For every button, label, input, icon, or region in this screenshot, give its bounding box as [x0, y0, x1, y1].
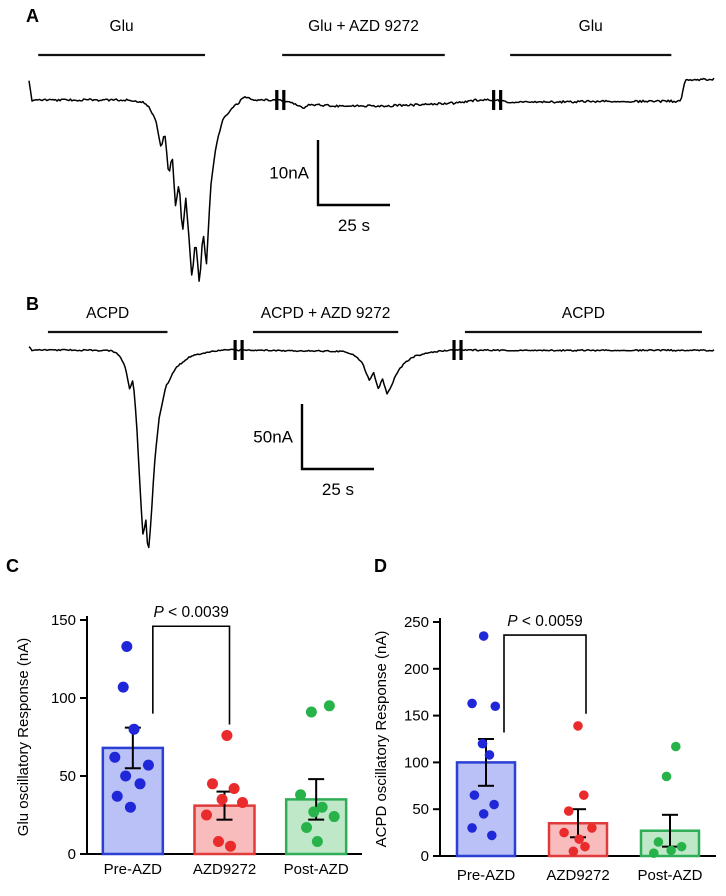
svg-text:50: 50 — [59, 768, 76, 785]
svg-text:Post-AZD: Post-AZD — [284, 861, 349, 878]
svg-text:200: 200 — [404, 661, 429, 678]
panel-d-label: D — [374, 556, 387, 576]
svg-text:AZD9272: AZD9272 — [193, 861, 256, 878]
svg-text:100: 100 — [404, 754, 429, 771]
svg-text:25 s: 25 s — [338, 216, 370, 235]
svg-text:ACPD: ACPD — [562, 305, 605, 322]
svg-text:ACPD oscillatory Response (nA): ACPD oscillatory Response (nA) — [373, 631, 390, 848]
svg-text:0: 0 — [421, 848, 429, 865]
svg-text:250: 250 — [404, 614, 429, 631]
panel-a-glu-trace: Glu Glu + AZD 9272 Glu 10nA 25 s — [28, 18, 715, 282]
svg-text:50: 50 — [412, 801, 429, 818]
panel-b-acpd-trace: ACPD ACPD + AZD 9272 ACPD 50nA 25 s — [28, 305, 715, 549]
svg-text:AZD9272: AZD9272 — [546, 867, 609, 884]
svg-text:P < 0.0059: P < 0.0059 — [507, 613, 582, 630]
svg-text:25 s: 25 s — [322, 480, 354, 499]
svg-text:ACPD: ACPD — [86, 305, 129, 322]
svg-text:Pre-AZD: Pre-AZD — [457, 867, 516, 884]
panel-b-label: B — [26, 294, 39, 314]
panel-d-acpd-bar-chart: 0 50 100 150 200 250 ACPD oscillatory Response… — [373, 613, 716, 884]
svg-text:Pre-AZD: Pre-AZD — [104, 861, 163, 878]
svg-text:150: 150 — [404, 708, 429, 725]
panel-c-label: C — [6, 556, 19, 576]
svg-text:Glu: Glu — [110, 18, 134, 35]
svg-text:Glu oscillatory Response (nA): Glu oscillatory Response (nA) — [15, 638, 32, 836]
panel-c-glu-bar-chart: 0 50 100 150 Glu oscillatory Response (nA) Pr… — [15, 604, 362, 878]
svg-text:100: 100 — [51, 690, 76, 707]
svg-text:ACPD + AZD 9272: ACPD + AZD 9272 — [261, 305, 391, 322]
svg-text:0: 0 — [68, 846, 76, 863]
svg-text:Glu + AZD 9272: Glu + AZD 9272 — [308, 18, 419, 35]
svg-text:Glu: Glu — [579, 18, 603, 35]
svg-text:10nA: 10nA — [269, 164, 309, 183]
svg-text:P < 0.0039: P < 0.0039 — [153, 604, 228, 621]
svg-text:50nA: 50nA — [253, 428, 293, 447]
svg-text:Post-AZD: Post-AZD — [637, 867, 702, 884]
panel-a-label: A — [26, 6, 39, 26]
svg-text:150: 150 — [51, 612, 76, 629]
